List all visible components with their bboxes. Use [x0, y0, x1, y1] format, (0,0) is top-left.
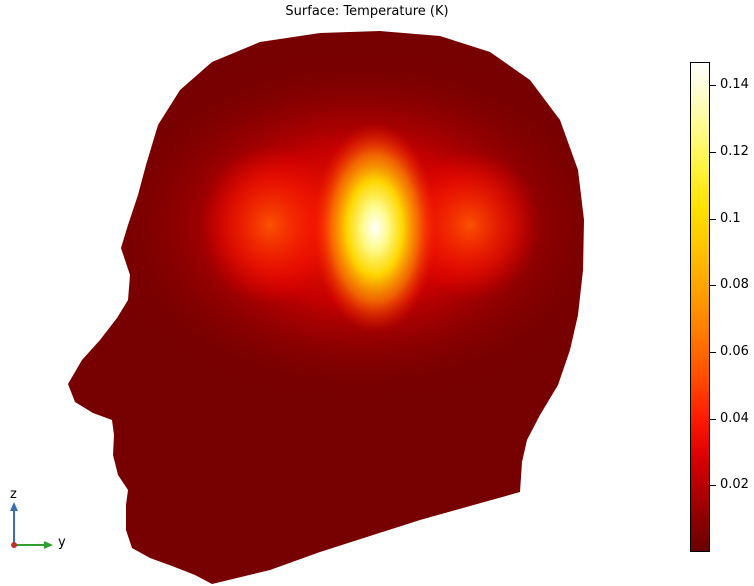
colorbar-tick [710, 418, 716, 420]
colorbar-tick-label: 0.06 [720, 344, 749, 359]
colorbar-tick-label: 0.08 [720, 277, 749, 293]
colorbar-tick [710, 485, 716, 487]
colorbar [690, 62, 710, 552]
colorbar-tick-label: 0.12 [720, 144, 749, 159]
colorbar-tick [710, 352, 716, 353]
plot-title: Surface: Temperature (K) [285, 4, 449, 19]
colorbar-tick [710, 285, 716, 287]
z-axis-label: z [10, 487, 17, 502]
colorbar-tick-label: 0.1 [720, 210, 741, 226]
colorbar-tick-label: 0.14 [720, 77, 749, 93]
colorbar-tick [710, 218, 716, 220]
y-axis-label: y [58, 535, 66, 550]
colorbar-tick [710, 152, 716, 153]
axis-triad [10, 502, 53, 549]
head-surface [68, 31, 584, 584]
colorbar-tick-label: 0.02 [720, 477, 749, 493]
colorbar-tick [710, 85, 716, 87]
colorbar-tick-label: 0.04 [720, 410, 749, 426]
